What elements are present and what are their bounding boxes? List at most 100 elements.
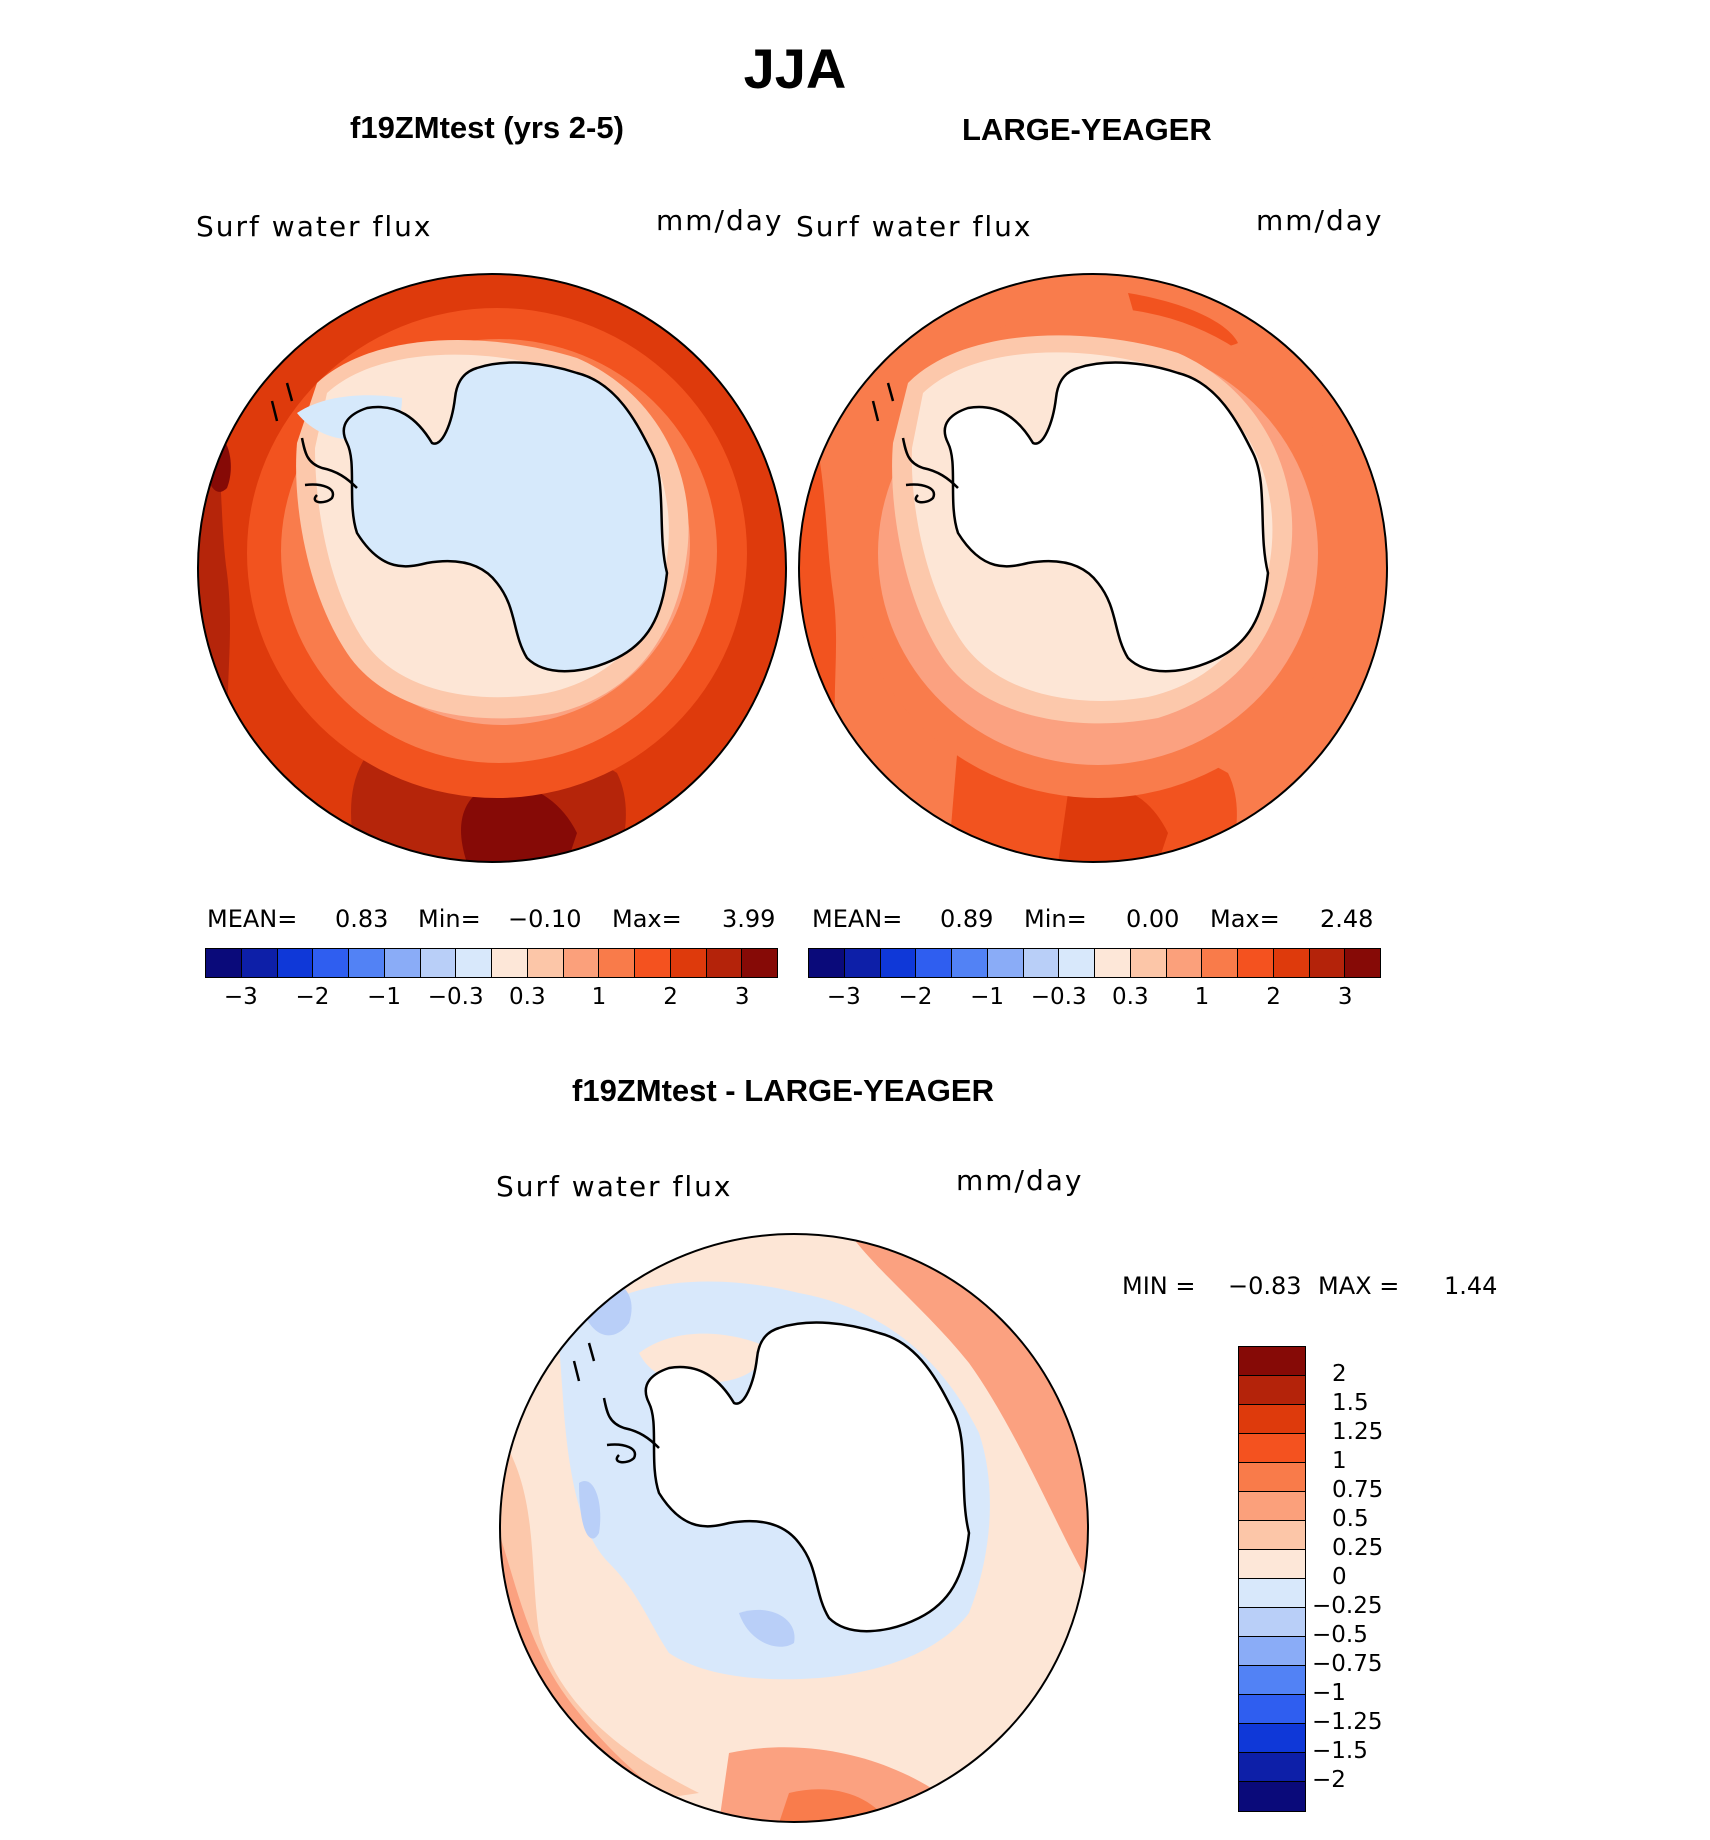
colorbar-swatch — [1059, 949, 1095, 977]
colorbar-tick-label: −2 — [295, 984, 330, 1010]
colorbar-level-label: 0.75 — [1332, 1477, 1384, 1503]
colorbar-level-label: 0.25 — [1332, 1535, 1384, 1561]
colorbar-swatch — [492, 949, 528, 977]
panel-1-map — [197, 273, 787, 863]
colorbar-tick-label: −1 — [367, 984, 402, 1010]
colorbar-swatch — [1202, 949, 1238, 977]
colorbar-level-label: 1.25 — [1332, 1419, 1384, 1445]
colorbar-level-label: −0.75 — [1312, 1651, 1383, 1677]
panel-2-mean-label: MEAN= — [812, 905, 903, 933]
colorbar-swatch — [1238, 949, 1274, 977]
colorbar-swatch — [1095, 949, 1131, 977]
difference-min-value: −0.83 — [1228, 1272, 1302, 1300]
colorbar-swatch — [1239, 1550, 1305, 1579]
difference-map — [499, 1233, 1089, 1823]
colorbar-swatch — [880, 949, 917, 977]
colorbar-swatch — [277, 949, 314, 977]
colorbar-tick-label: 0.3 — [509, 984, 546, 1010]
colorbar-swatch — [1166, 949, 1203, 977]
difference-variable-label: Surf water flux — [496, 1170, 733, 1203]
difference-colorbar-labels: 2 1.5 1.25 1 0.75 0.5 0.25 0 −0.25 −0.5 −0.75 −1 −1.… — [1312, 1346, 1432, 1816]
colorbar-swatch — [313, 949, 349, 977]
colorbar-swatch — [952, 949, 988, 977]
panel-2-colorbar: −3 −2 −1 −0.3 0.3 1 2 3 — [808, 948, 1381, 1010]
colorbar-swatch — [1239, 1376, 1305, 1405]
panel-2-units-label: mm/day — [1256, 204, 1384, 237]
difference-units-label: mm/day — [956, 1164, 1084, 1197]
colorbar-swatch — [987, 949, 1024, 977]
panel-2-mean-value: 0.89 — [940, 905, 994, 933]
panel-1-colorbar: −3 −2 −1 −0.3 0.3 1 2 3 — [205, 948, 778, 1010]
colorbar-tick-label: −3 — [826, 984, 861, 1010]
difference-title: f19ZMtest - LARGE-YEAGER — [572, 1073, 994, 1108]
difference-max-value: 1.44 — [1444, 1272, 1498, 1300]
panel-1-units-label: mm/day — [656, 204, 784, 237]
colorbar-tick-label: −2 — [898, 984, 933, 1010]
colorbar-swatch — [1239, 1724, 1305, 1753]
colorbar-swatch — [1023, 949, 1060, 977]
colorbar-tick-label: 2 — [663, 984, 678, 1010]
colorbar-tick-label: 3 — [734, 984, 750, 1010]
colorbar-swatch — [670, 949, 707, 977]
panel-2-max-value: 2.48 — [1320, 905, 1374, 933]
colorbar-level-label: −0.5 — [1312, 1622, 1368, 1648]
colorbar-tick-label: 2 — [1266, 984, 1281, 1010]
panel-2-min-value: 0.00 — [1126, 905, 1180, 933]
colorbar-level-label: −1 — [1312, 1680, 1346, 1706]
colorbar-swatch — [527, 949, 564, 977]
colorbar-swatch — [635, 949, 671, 977]
colorbar-level-label: −0.25 — [1312, 1593, 1383, 1619]
panel-2-min-label: Min= — [1024, 905, 1087, 933]
panel-1-title: f19ZMtest (yrs 2-5) — [350, 110, 624, 145]
colorbar-swatch — [456, 949, 492, 977]
colorbar-tick-label: 1 — [591, 984, 607, 1010]
panel-1-max-label: Max= — [612, 905, 682, 933]
page-title: JJA — [743, 37, 847, 100]
colorbar-swatch — [844, 949, 881, 977]
colorbar-tick-label: 3 — [1337, 984, 1353, 1010]
colorbar-level-label: 0.5 — [1332, 1506, 1369, 1532]
difference-max-label: MAX = — [1318, 1272, 1400, 1300]
panel-1-min-value: −0.10 — [508, 905, 582, 933]
panel-2-title: LARGE-YEAGER — [962, 112, 1212, 147]
colorbar-swatch — [1239, 1753, 1305, 1782]
colorbar-swatch — [206, 949, 242, 977]
colorbar-level-label: 2 — [1332, 1361, 1347, 1387]
colorbar-swatch — [1239, 1608, 1305, 1637]
colorbar-tick-label: −0.3 — [1030, 984, 1087, 1010]
colorbar-tick-label: 0.3 — [1112, 984, 1149, 1010]
colorbar-swatch — [809, 949, 845, 977]
colorbar-level-label: −1.5 — [1312, 1738, 1368, 1764]
colorbar-tick-label: −1 — [970, 984, 1005, 1010]
colorbar-swatch — [1239, 1463, 1305, 1492]
colorbar-swatch — [1239, 1666, 1305, 1695]
panel-1-mean-value: 0.83 — [335, 905, 389, 933]
colorbar-tick-label: −0.3 — [427, 984, 484, 1010]
colorbar-swatch — [1239, 1492, 1305, 1521]
panel-2-variable-label: Surf water flux — [796, 210, 1033, 243]
colorbar-swatch — [1239, 1782, 1305, 1811]
colorbar-swatch — [563, 949, 600, 977]
difference-colorbar — [1238, 1346, 1306, 1812]
colorbar-swatch — [1239, 1347, 1305, 1376]
colorbar-swatch — [1309, 949, 1346, 977]
difference-min-label: MIN = — [1122, 1272, 1196, 1300]
panel-1-min-label: Min= — [418, 905, 481, 933]
colorbar-swatch — [1345, 949, 1380, 977]
panel-1-mean-label: MEAN= — [207, 905, 298, 933]
colorbar-tick-label: 1 — [1194, 984, 1210, 1010]
colorbar-level-label: 1.5 — [1332, 1390, 1369, 1416]
panel-1-variable-label: Surf water flux — [196, 210, 433, 243]
colorbar-swatch — [706, 949, 743, 977]
colorbar-level-label: 1 — [1332, 1448, 1347, 1474]
colorbar-level-label: −1.25 — [1312, 1709, 1383, 1735]
colorbar-level-label: −2 — [1312, 1767, 1346, 1793]
colorbar-swatch — [1273, 949, 1310, 977]
colorbar-level-label: 0 — [1332, 1564, 1347, 1590]
colorbar-swatch — [1239, 1695, 1305, 1724]
colorbar-swatch — [1239, 1405, 1305, 1434]
colorbar-tick-label: −3 — [223, 984, 258, 1010]
colorbar-swatch — [1130, 949, 1167, 977]
panel-2-map — [798, 273, 1388, 863]
colorbar-swatch — [1239, 1637, 1305, 1666]
